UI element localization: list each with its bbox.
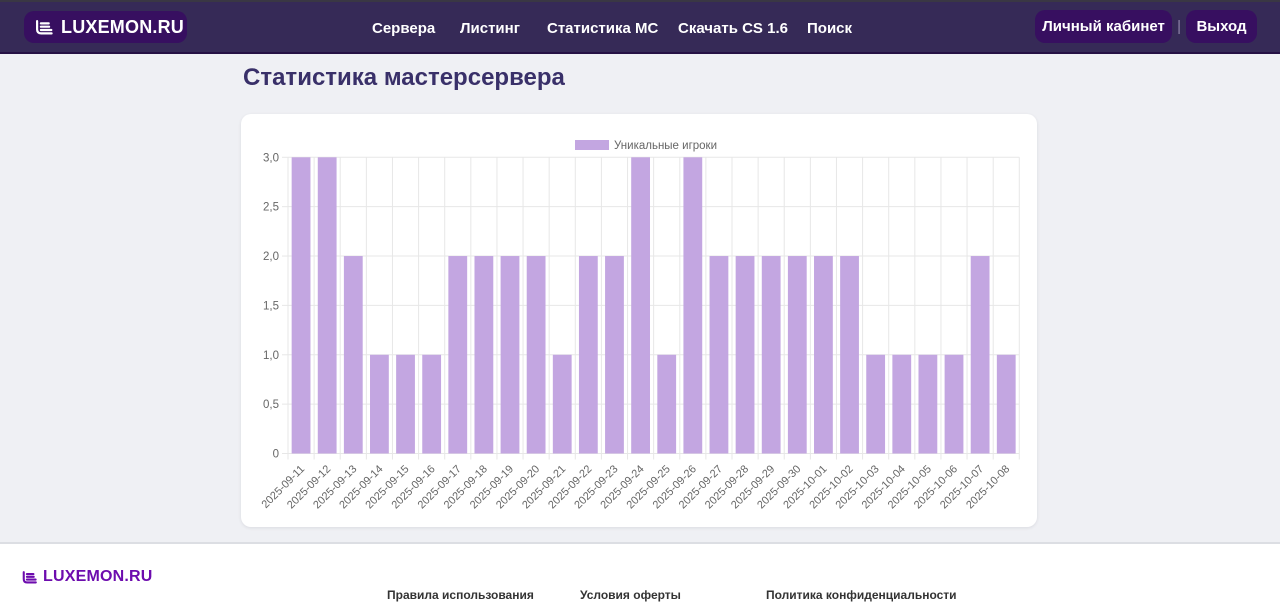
svg-text:2,5: 2,5	[263, 202, 279, 214]
svg-text:0,5: 0,5	[263, 399, 279, 411]
svg-text:1,0: 1,0	[263, 350, 279, 362]
svg-text:3,0: 3,0	[263, 152, 279, 164]
svg-text:Уникальные игроки: Уникальные игроки	[614, 140, 717, 152]
svg-text:0: 0	[273, 449, 279, 461]
svg-text:1,5: 1,5	[263, 300, 279, 312]
svg-text:2,0: 2,0	[263, 251, 279, 263]
